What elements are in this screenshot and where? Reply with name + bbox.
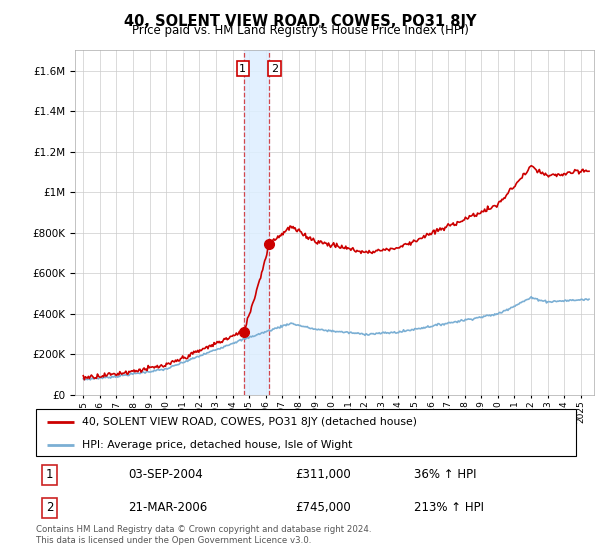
Text: 40, SOLENT VIEW ROAD, COWES, PO31 8JY: 40, SOLENT VIEW ROAD, COWES, PO31 8JY: [124, 14, 476, 29]
Text: 2: 2: [46, 501, 53, 515]
Text: HPI: Average price, detached house, Isle of Wight: HPI: Average price, detached house, Isle…: [82, 440, 352, 450]
Text: 03-SEP-2004: 03-SEP-2004: [128, 468, 203, 482]
Text: £745,000: £745,000: [295, 501, 351, 515]
Text: £311,000: £311,000: [295, 468, 351, 482]
Text: Price paid vs. HM Land Registry's House Price Index (HPI): Price paid vs. HM Land Registry's House …: [131, 24, 469, 37]
FancyBboxPatch shape: [36, 409, 576, 456]
Text: 40, SOLENT VIEW ROAD, COWES, PO31 8JY (detached house): 40, SOLENT VIEW ROAD, COWES, PO31 8JY (d…: [82, 417, 417, 427]
Bar: [244, 50, 269, 395]
Text: 2: 2: [271, 64, 278, 73]
Text: 1: 1: [46, 468, 53, 482]
Text: 21-MAR-2006: 21-MAR-2006: [128, 501, 207, 515]
Text: 36% ↑ HPI: 36% ↑ HPI: [414, 468, 476, 482]
Text: 1: 1: [239, 64, 247, 73]
Text: 213% ↑ HPI: 213% ↑ HPI: [414, 501, 484, 515]
Text: Contains HM Land Registry data © Crown copyright and database right 2024.
This d: Contains HM Land Registry data © Crown c…: [36, 525, 371, 545]
